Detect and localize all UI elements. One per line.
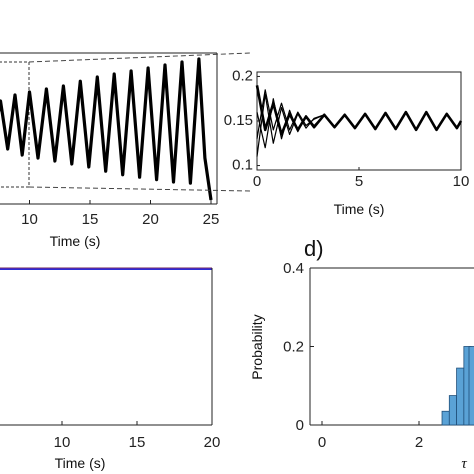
top-left-xtick-label: 10: [21, 211, 38, 228]
top-left-xtick-label: 20: [142, 211, 159, 228]
panel-d-ytick-label: 0.4: [283, 260, 304, 277]
bottom-left-panel: 10 15 20 Time (s): [0, 267, 221, 471]
panel-d: d) 0 0.2 0.4 0 2 Probability τ: [249, 236, 474, 472]
histogram-bar: [468, 346, 474, 426]
top-left-xtick-label: 25: [203, 211, 220, 228]
histogram-bar: [456, 367, 465, 426]
top-left-series-line: [0, 57, 213, 201]
panel-d-ytick-label: 0.2: [283, 339, 304, 356]
inset-xlabel: Time (s): [334, 201, 385, 217]
panel-d-label: d): [304, 236, 324, 261]
histogram-bar: [448, 395, 457, 426]
bottom-left-xlabel: Time (s): [55, 455, 106, 471]
panel-d-ytick-label: 0: [296, 417, 304, 434]
inset-ytick-label: 0.1: [232, 157, 253, 174]
inset-ytick-label: 0.2: [232, 67, 253, 84]
inset-series-line: [256, 89, 325, 139]
zoom-window: [0, 61, 30, 188]
zoom-connectors: [28, 52, 251, 192]
bottom-left-xtick-label: 10: [54, 434, 71, 451]
bottom-left-xtick-label: 15: [129, 434, 146, 451]
inset-xtick-label: 10: [453, 173, 470, 190]
panel-d-xlabel: τ: [461, 456, 467, 472]
inset-ytick-label: 0.15: [224, 112, 253, 129]
panel-d-ylabel: Probability: [249, 314, 265, 379]
inset-series-line: [256, 98, 325, 149]
zoom-connector-bottom: [28, 186, 251, 192]
top-left-xtick-label: 15: [82, 211, 99, 228]
top-left-xlabel: Time (s): [50, 233, 101, 249]
panel-d-xtick-label: 2: [415, 434, 423, 451]
inset-xtick-label: 5: [355, 173, 363, 190]
panel-d-xtick-label: 0: [318, 434, 326, 451]
histogram-bar: [441, 410, 450, 426]
bottom-left-xtick-label: 20: [204, 434, 221, 451]
inset-xtick-label: 0: [253, 173, 261, 190]
top-left-panel: 10 15 20 25 Time (s): [0, 52, 220, 249]
zoom-connector-top: [28, 52, 251, 63]
inset-panel: 0 5 10 0.1 0.15 0.2 Time (s): [224, 67, 470, 217]
